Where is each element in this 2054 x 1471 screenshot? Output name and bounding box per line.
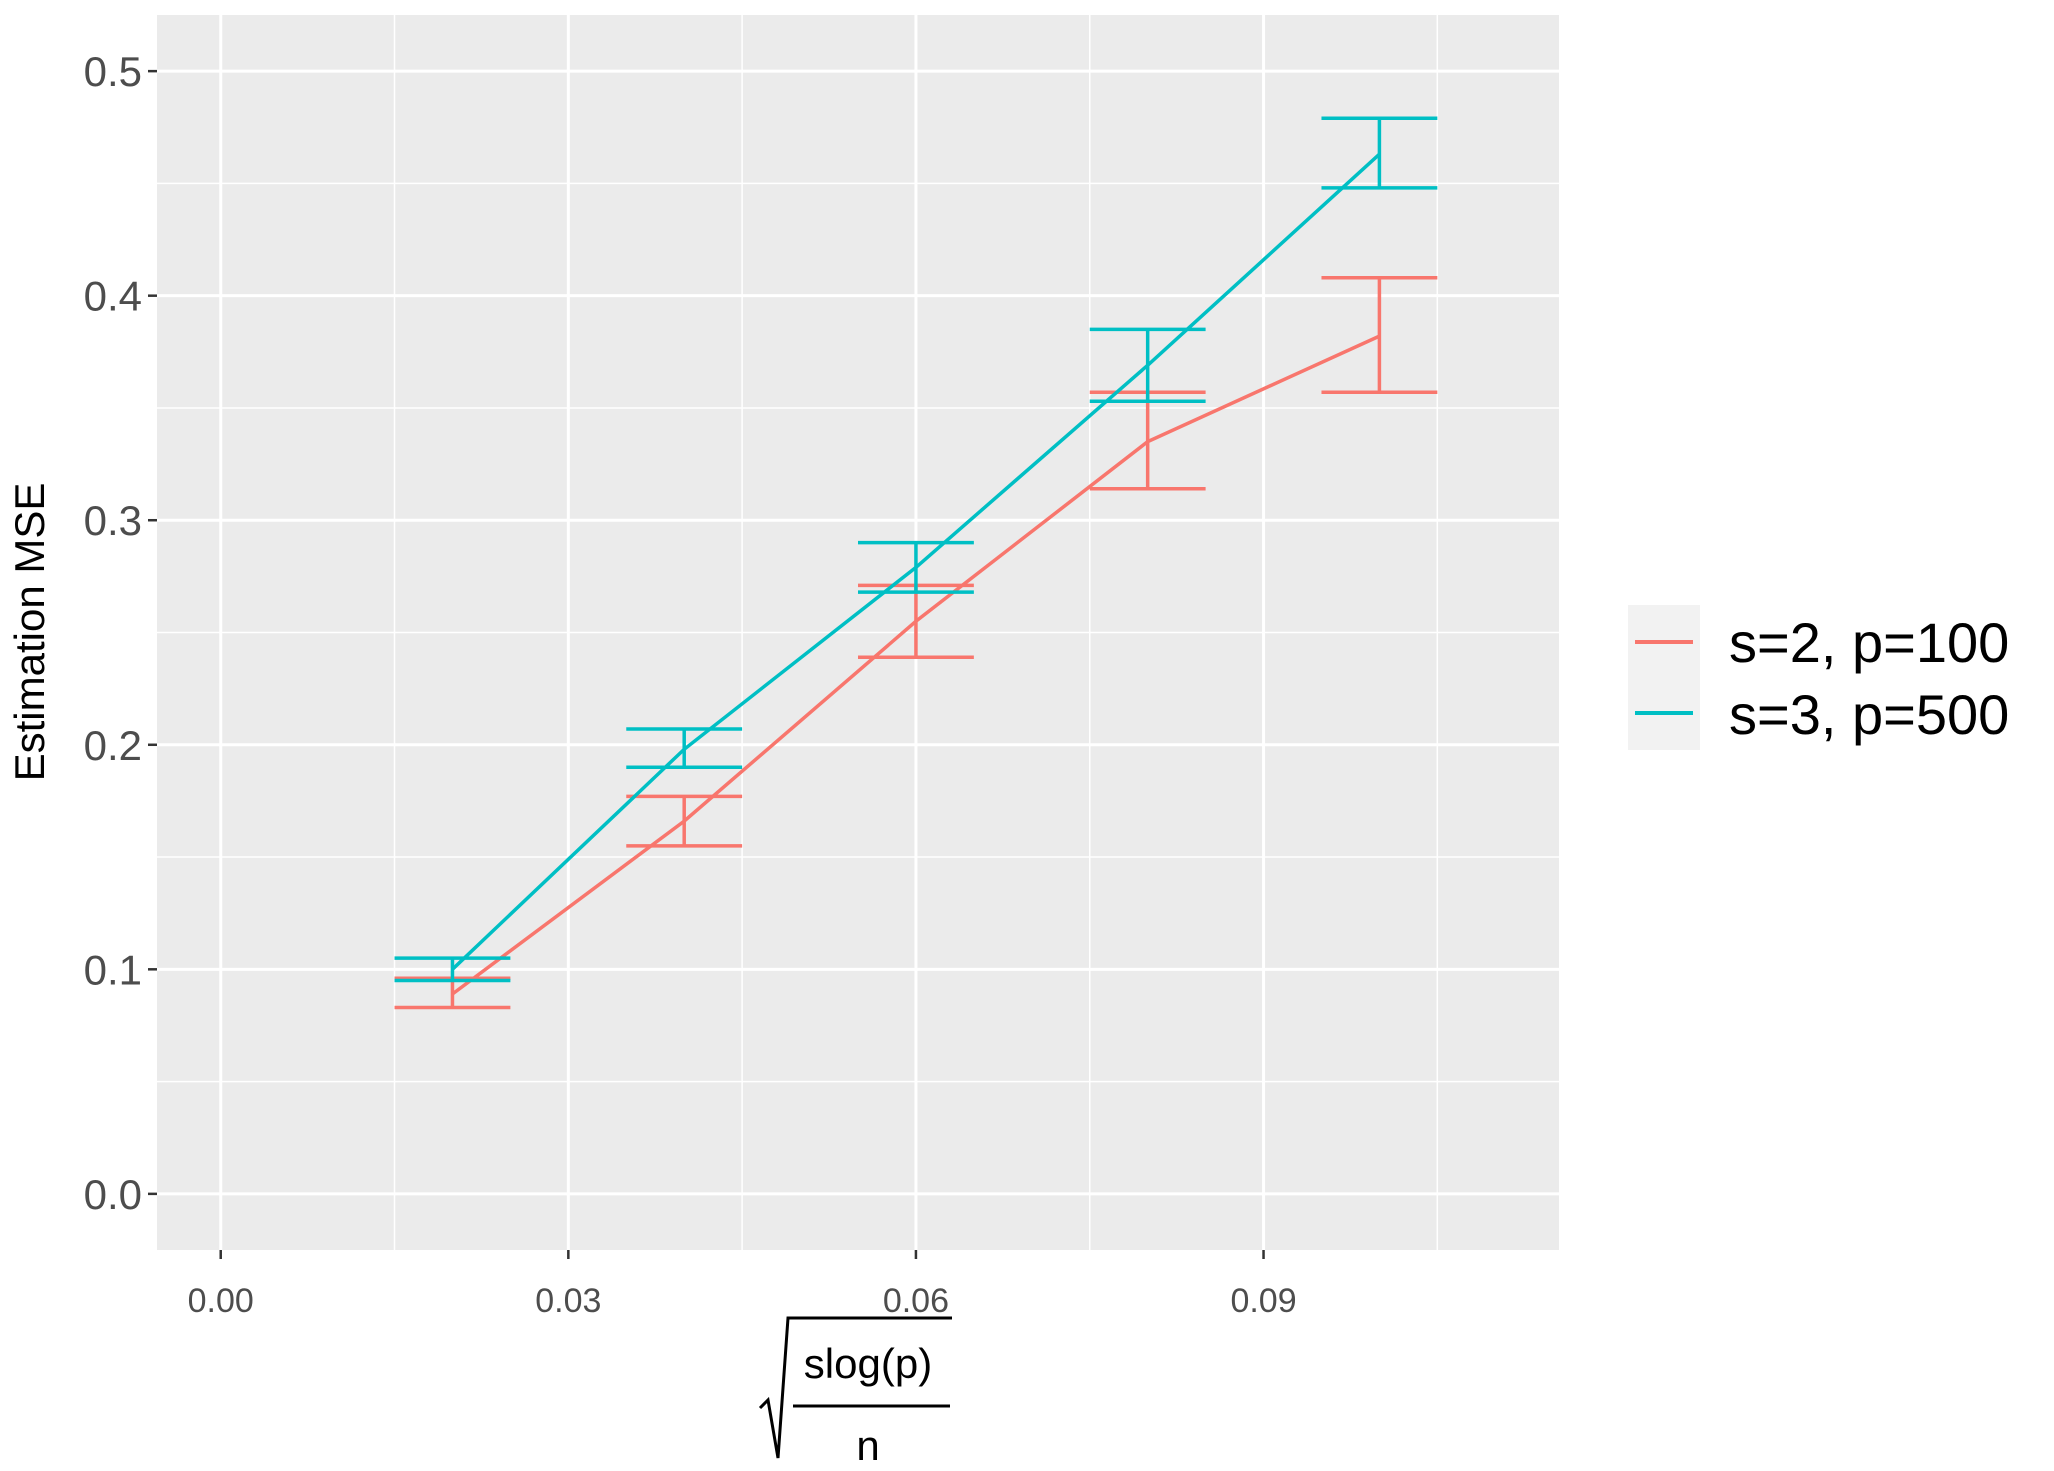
- y-tick-label: 0.5: [84, 48, 142, 95]
- legend: s=2, p=100 s=3, p=500: [1628, 605, 2009, 750]
- x-tick-label: 0.06: [883, 1282, 949, 1320]
- y-tick-label: 0.4: [84, 273, 142, 320]
- legend-label-s3-p500: s=3, p=500: [1729, 683, 2009, 746]
- series-line: [451, 334, 1381, 996]
- sqrt-symbol: [758, 1316, 952, 1459]
- x-axis: 0.00 0.03 0.06 0.09: [188, 1250, 1297, 1320]
- x-tick-label: 0.03: [535, 1282, 601, 1320]
- y-tick-label: 0.3: [84, 497, 142, 544]
- minor-gridlines: [157, 15, 1559, 1250]
- series-line: [451, 152, 1381, 971]
- legend-item-s2-p100: s=2, p=100: [1628, 607, 2009, 677]
- x-tick-label: 0.09: [1230, 1282, 1296, 1320]
- major-gridlines: [157, 15, 1559, 1250]
- y-axis-title: Estimation MSE: [6, 483, 53, 782]
- x-axis-title: slog(p) n: [758, 1316, 952, 1469]
- y-tick-label: 0.0: [84, 1171, 142, 1218]
- y-axis: 0.0 0.1 0.2 0.3 0.4 0.5: [84, 48, 157, 1218]
- y-tick-label: 0.2: [84, 722, 142, 769]
- x-axis-title-numerator: slog(p): [804, 1340, 932, 1387]
- y-tick-label: 0.1: [84, 946, 142, 993]
- series-layer: [394, 116, 1438, 1010]
- x-tick-label: 0.00: [188, 1282, 254, 1320]
- x-axis-title-denominator: n: [856, 1422, 879, 1469]
- legend-label-s2-p100: s=2, p=100: [1729, 611, 2009, 674]
- series-1: [394, 116, 1438, 983]
- legend-item-s3-p500: s=3, p=500: [1628, 677, 2009, 747]
